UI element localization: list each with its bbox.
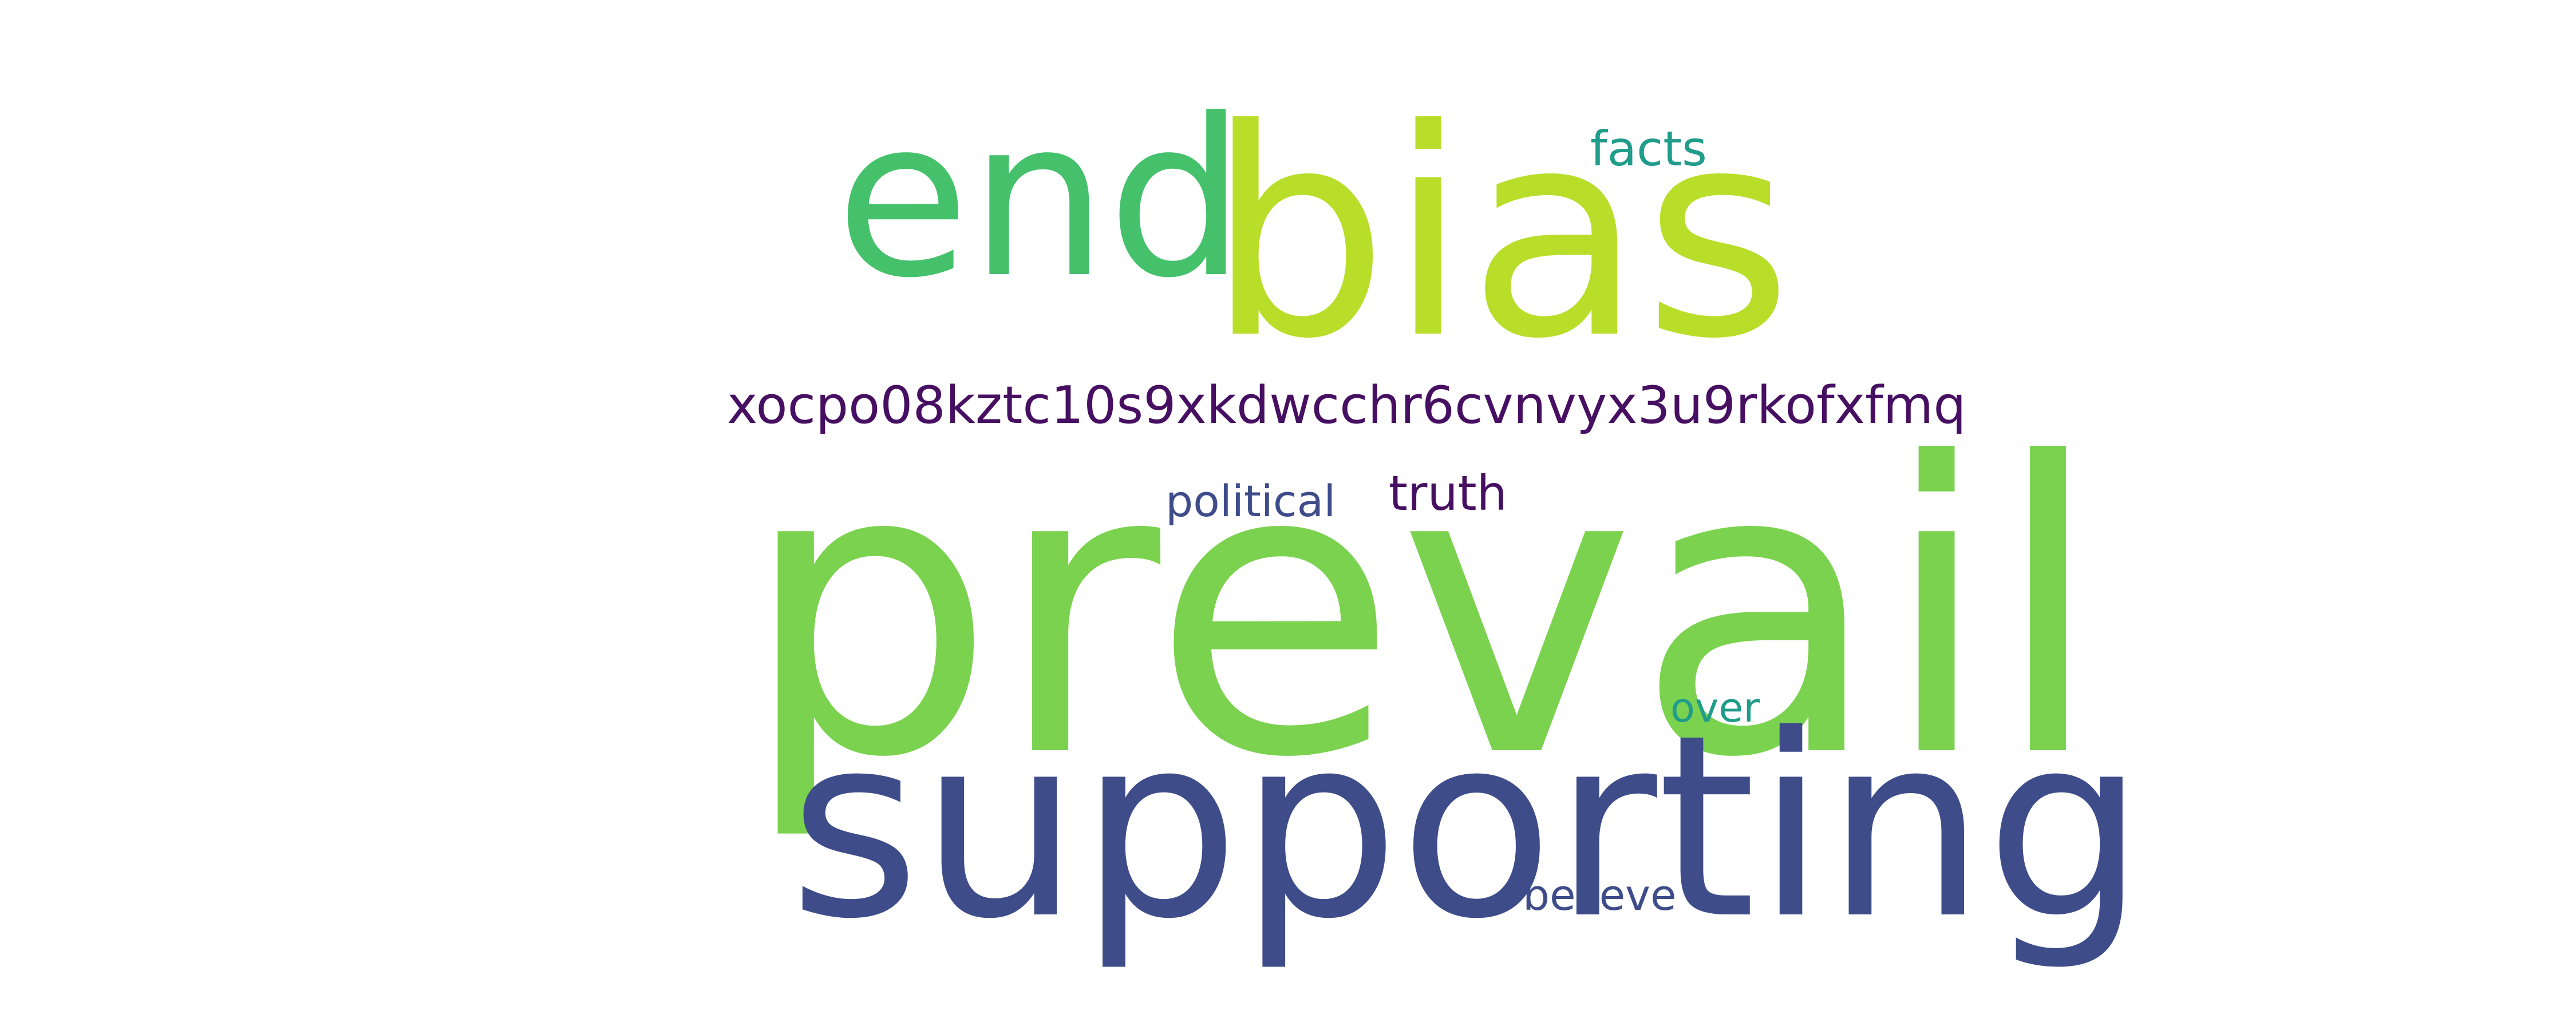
- word-supporting: supporting: [789, 681, 2146, 974]
- word-facts: facts: [1590, 121, 1707, 177]
- word-prevail: prevail: [741, 379, 2104, 845]
- word-believe: believe: [1523, 871, 1677, 920]
- word-truth: truth: [1389, 465, 1507, 521]
- word-code-string: xocpo08kztc10s9xkdwcchr6cvnvyx3u9rkofxfm…: [727, 375, 1966, 435]
- word-political: political: [1165, 476, 1336, 526]
- word-over: over: [1670, 684, 1760, 731]
- word-bias: bias: [1207, 68, 1793, 401]
- word-end: end: [836, 72, 1246, 326]
